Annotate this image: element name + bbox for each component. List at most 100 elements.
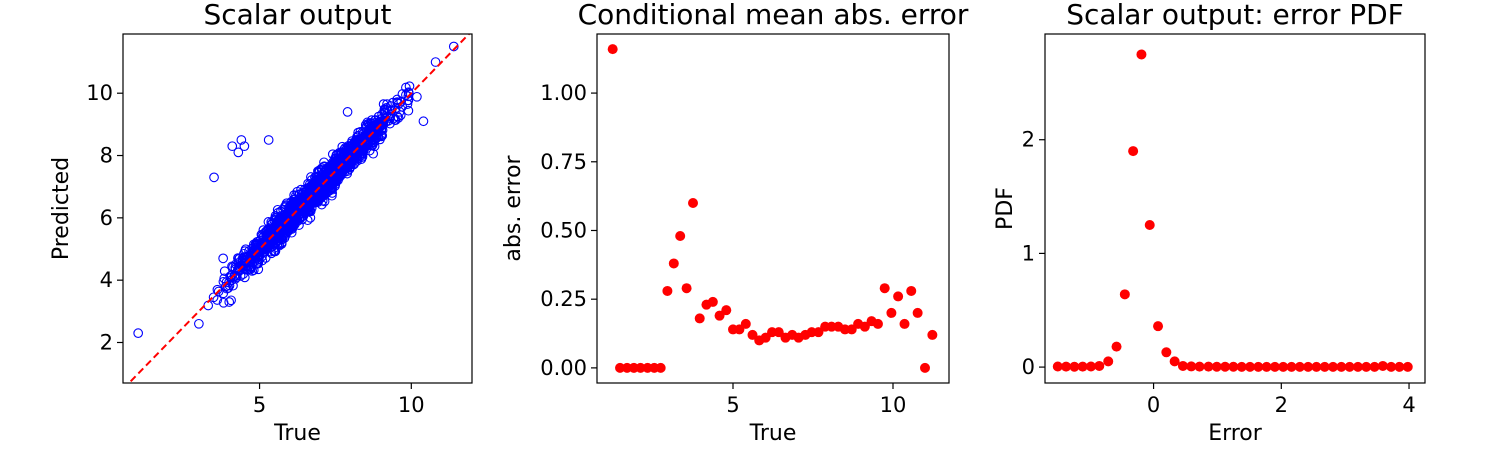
data-point — [234, 261, 245, 272]
data-point — [1294, 361, 1305, 372]
error-pdf-panel: Scalar output: error PDF Error PDF 0 2 4 0 1… — [993, 0, 1426, 446]
y-tick-label: 8 — [100, 144, 113, 168]
data-point — [1069, 361, 1080, 372]
data-point — [321, 188, 331, 199]
data-point — [920, 362, 930, 373]
chart-title: Scalar output — [203, 0, 391, 31]
data-point — [304, 205, 315, 216]
data-point — [635, 362, 646, 373]
data-point — [1061, 361, 1072, 372]
data-point — [218, 253, 228, 264]
axes-frame — [596, 33, 950, 384]
data-point — [773, 327, 784, 338]
data-point — [1153, 321, 1164, 332]
data-point — [403, 105, 414, 116]
data-point — [251, 259, 262, 269]
data-point — [236, 259, 247, 270]
data-point — [1203, 361, 1214, 372]
data-point — [1186, 361, 1197, 372]
data-point — [314, 174, 325, 185]
data-point — [1161, 347, 1172, 358]
data-point — [694, 313, 705, 324]
chart-title: Scalar output: error PDF — [1066, 0, 1404, 31]
data-point — [377, 130, 388, 141]
data-point — [288, 210, 298, 220]
data-point — [226, 295, 236, 306]
x-tick-label: 5 — [253, 393, 266, 417]
data-point — [1220, 361, 1231, 372]
data-point — [342, 107, 353, 117]
data-point — [209, 172, 219, 183]
data-point — [311, 171, 321, 182]
data-point — [282, 222, 292, 233]
data-point — [668, 258, 679, 269]
data-point — [1269, 361, 1280, 372]
data-point — [430, 57, 441, 67]
data-point — [1094, 360, 1105, 371]
axes-frame — [1044, 33, 1426, 384]
data-point — [226, 270, 237, 281]
data-point — [368, 148, 379, 159]
data-point — [1136, 49, 1147, 60]
data-point — [1103, 356, 1114, 367]
y-tick-label: 1 — [1022, 241, 1035, 265]
chart-title: Conditional mean abs. error — [578, 0, 969, 31]
data-point — [1194, 361, 1205, 372]
data-point — [1111, 341, 1122, 352]
data-point — [224, 297, 235, 307]
data-marks — [1052, 49, 1413, 372]
data-point — [212, 295, 223, 305]
data-point — [906, 285, 917, 296]
data-point — [1328, 361, 1339, 372]
data-point — [1319, 361, 1330, 372]
data-point — [927, 329, 938, 340]
data-point — [350, 146, 361, 157]
axes-frame — [122, 33, 473, 384]
data-point — [333, 163, 344, 173]
data-point — [655, 362, 666, 373]
data-point — [223, 283, 234, 293]
data-point — [268, 246, 279, 257]
y-tick-label: 2 — [100, 330, 113, 354]
x-axis-label: True — [273, 421, 321, 446]
y-tick-label: 1.00 — [540, 81, 587, 105]
data-point — [886, 307, 897, 318]
data-point — [1394, 361, 1405, 372]
data-point — [707, 296, 718, 307]
data-point — [899, 318, 910, 329]
data-point — [253, 264, 264, 275]
y-tick-label: 2 — [1022, 128, 1035, 152]
data-point — [747, 329, 758, 340]
data-point — [341, 157, 351, 167]
data-marks — [607, 44, 938, 373]
data-point — [317, 163, 327, 174]
data-point — [328, 170, 339, 180]
data-point — [1377, 360, 1388, 371]
data-point — [1253, 361, 1264, 372]
data-point — [378, 115, 388, 126]
data-point — [218, 288, 229, 299]
data-point — [239, 272, 250, 283]
data-point — [273, 208, 283, 218]
data-point — [236, 135, 247, 145]
data-point — [248, 265, 259, 275]
data-point — [1369, 361, 1380, 372]
data-point — [1386, 361, 1397, 372]
y-tick-label: 0.50 — [540, 218, 587, 242]
data-point — [1169, 356, 1180, 367]
data-point — [334, 147, 345, 158]
data-point — [1177, 360, 1188, 371]
y-tick-label: 6 — [100, 206, 113, 230]
y-tick-label: 0.75 — [540, 150, 587, 174]
x-tick-label: 0 — [1147, 393, 1160, 417]
y-axis-label: abs. error — [501, 154, 526, 261]
data-point — [607, 44, 618, 55]
data-point — [292, 186, 303, 197]
data-point — [388, 113, 399, 124]
data-point — [1352, 361, 1363, 372]
data-point — [1052, 361, 1063, 372]
data-point — [418, 116, 429, 127]
data-point — [1236, 361, 1247, 372]
data-point — [1245, 361, 1256, 372]
